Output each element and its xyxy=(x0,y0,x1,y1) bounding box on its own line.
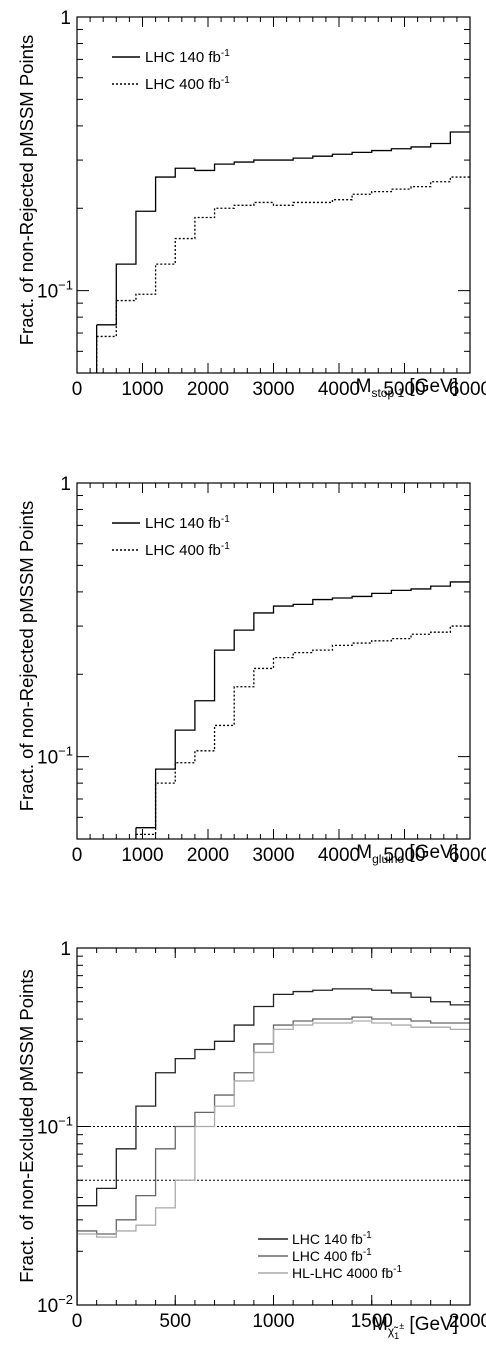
plot-frame xyxy=(77,483,470,839)
x-tick-label: 2000 xyxy=(187,845,229,866)
x-axis-label: Mgluino [GeV] xyxy=(356,842,458,866)
y-tick-label: 10−1 xyxy=(37,744,73,769)
series-line-2 xyxy=(77,1017,470,1310)
x-tick-label: 1000 xyxy=(252,1311,294,1332)
legend-entry-3: HL-LHC 4000 fb-1 xyxy=(292,1264,403,1281)
x-tick-label: 500 xyxy=(159,1311,191,1332)
y-axis-label: Fract. of non-Excluded pMSSM Points xyxy=(16,969,37,1283)
legend-entry-2: LHC 400 fb-1 xyxy=(292,1247,372,1264)
y-axis-label: Fract. of non-Rejected pMSSM Points xyxy=(16,501,37,812)
legend-entry-2: LHC 400 fb-1 xyxy=(145,541,230,559)
series-line-2 xyxy=(136,626,470,844)
legend-entry-1: LHC 140 fb-1 xyxy=(145,48,230,66)
x-tick-label: 0 xyxy=(72,845,83,866)
legend-entry-1: LHC 140 fb-1 xyxy=(292,1230,372,1247)
legend-entry-1: LHC 140 fb-1 xyxy=(145,514,230,532)
plot-frame xyxy=(77,17,470,373)
y-tick-label: 10−2 xyxy=(37,1292,73,1317)
series-line-3 xyxy=(77,1021,470,1310)
y-axis-label: Fract. of non-Rejected pMSSM Points xyxy=(16,35,37,346)
x-tick-label: 3000 xyxy=(252,845,294,866)
legend: LHC 140 fb-1 LHC 400 fb-1 xyxy=(112,48,230,93)
x-tick-label: 4000 xyxy=(318,845,360,866)
y-tick-label: 10−1 xyxy=(37,278,73,303)
series-line-1 xyxy=(136,582,470,844)
series-line-1 xyxy=(97,132,470,378)
series-line-2 xyxy=(97,177,470,378)
x-tick-label: 3000 xyxy=(252,379,294,400)
x-tick-label: 1000 xyxy=(121,845,163,866)
y-tick-label: 10−1 xyxy=(37,1114,73,1139)
y-tick-label: 1 xyxy=(60,8,71,29)
x-tick-label: 0 xyxy=(72,379,83,400)
legend: LHC 140 fb-1 LHC 400 fb-1 xyxy=(112,514,230,559)
legend-entry-2: LHC 400 fb-1 xyxy=(145,75,230,93)
x-tick-label: 1000 xyxy=(121,379,163,400)
x-axis-label: Mstop 1 [GeV] xyxy=(356,376,458,400)
x-axis-label: Mχ̃1± [GeV] xyxy=(372,1314,458,1341)
y-tick-label: 1 xyxy=(60,474,71,495)
x-tick-label: 2000 xyxy=(187,379,229,400)
y-tick-label: 1 xyxy=(60,939,71,960)
x-tick-label: 0 xyxy=(72,1311,83,1332)
x-tick-label: 4000 xyxy=(318,379,360,400)
